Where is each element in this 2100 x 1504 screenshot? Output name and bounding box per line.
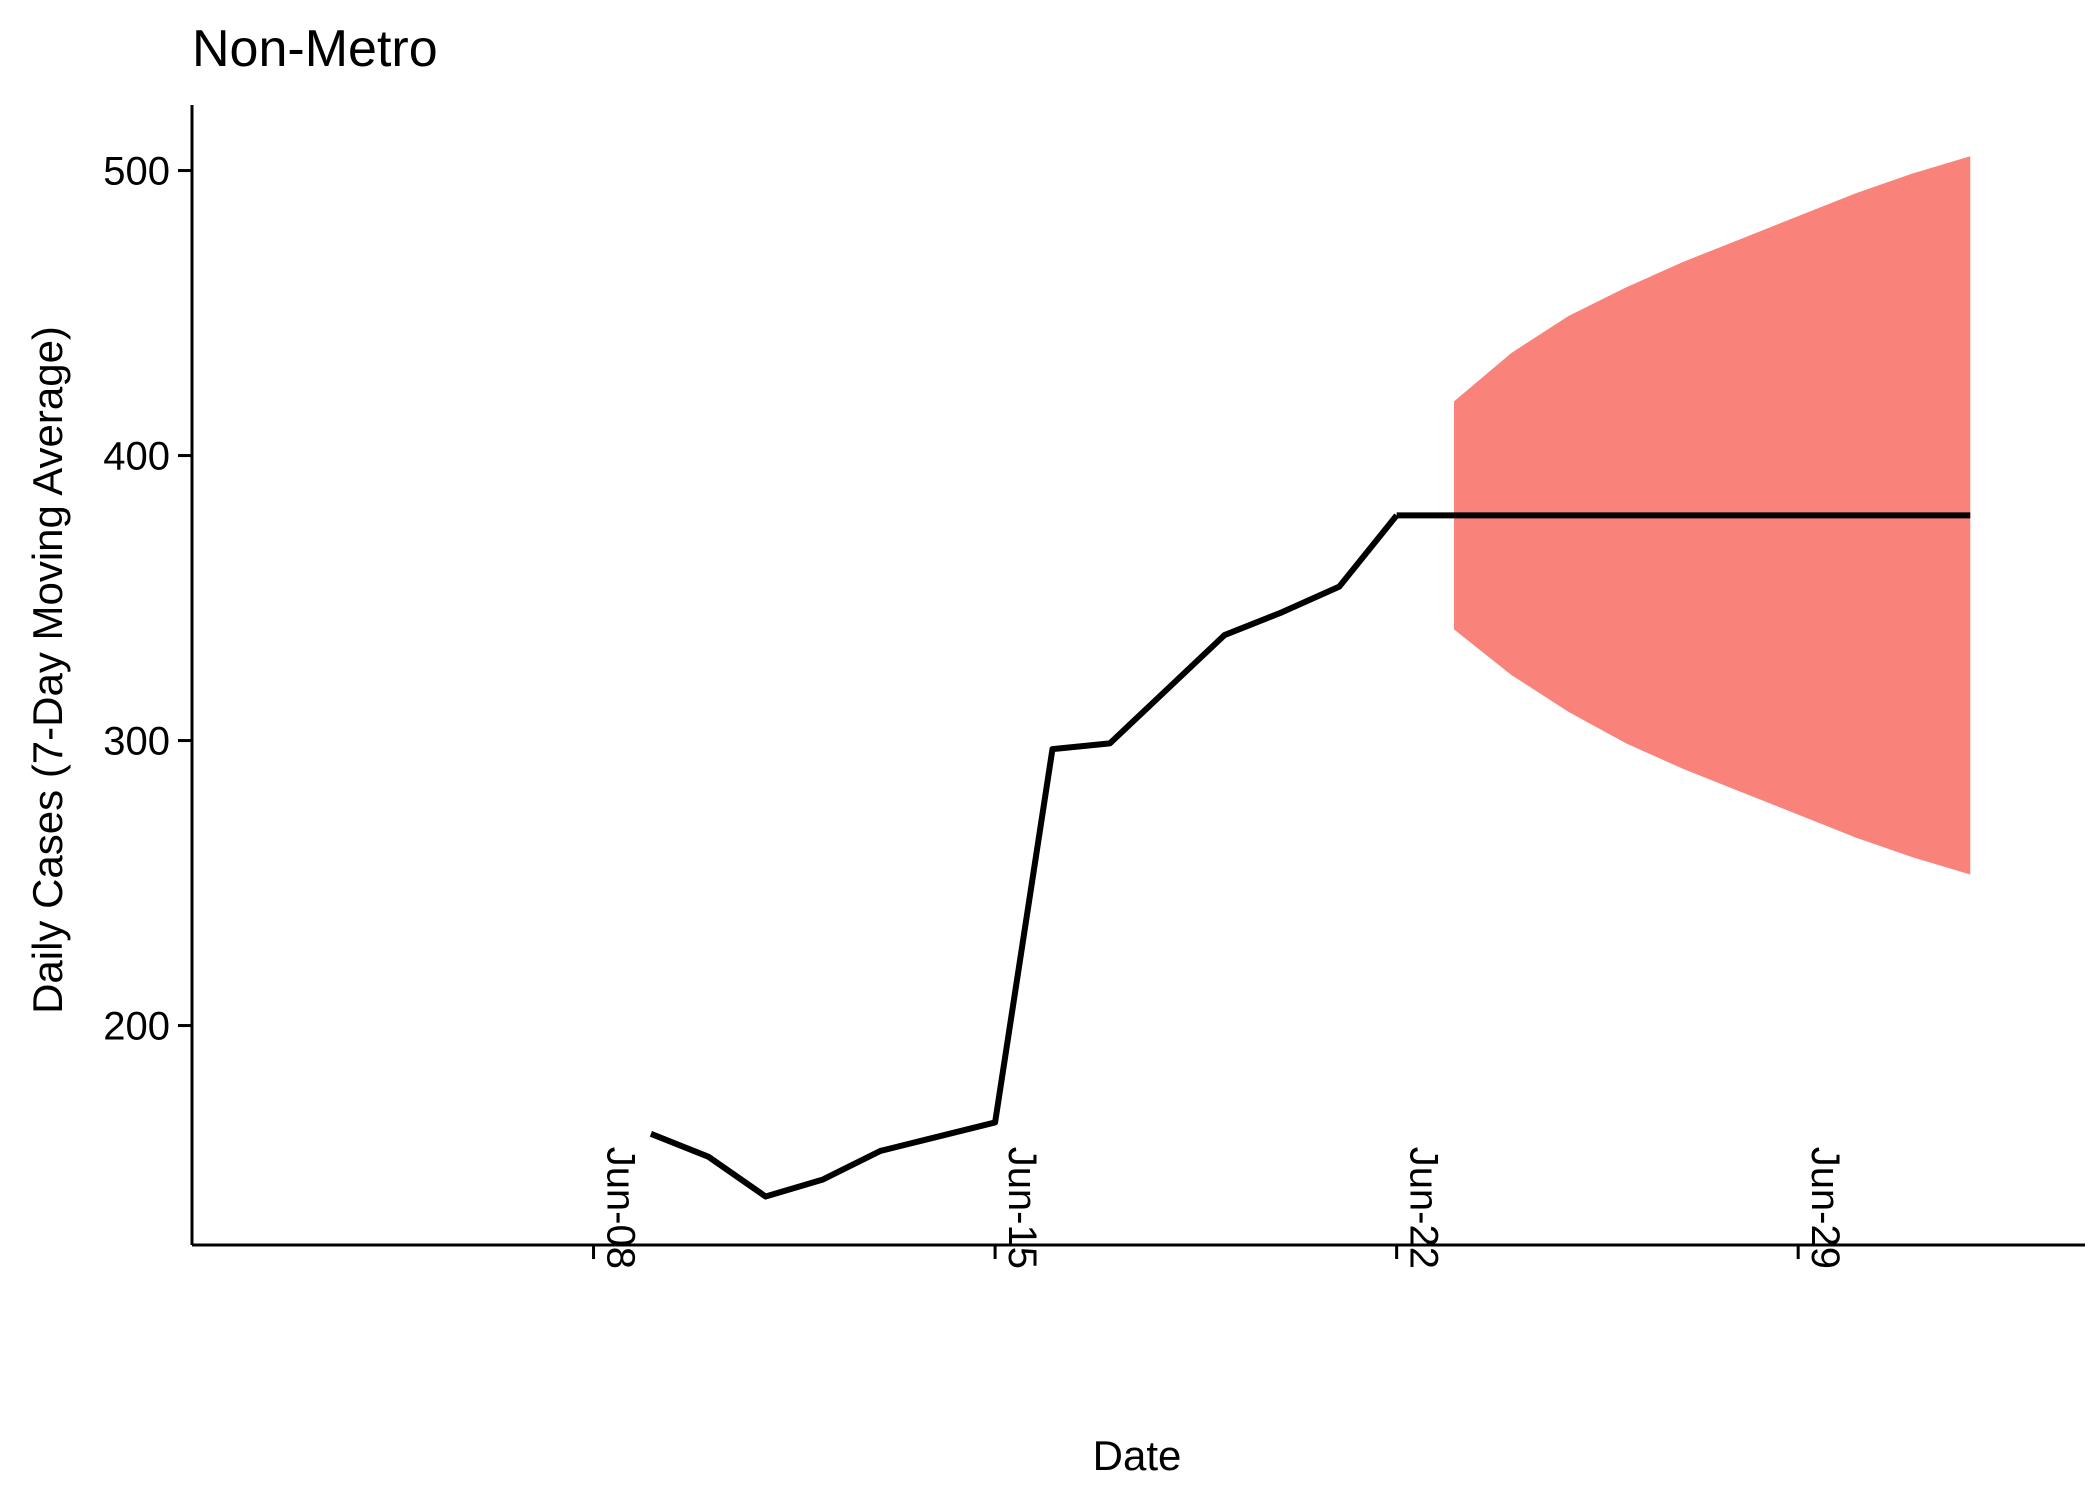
x-tick-label: Jun-22 <box>1402 1147 1446 1269</box>
axes <box>190 105 2085 1247</box>
y-axis-title: Daily Cases (7-Day Moving Average) <box>24 326 71 1014</box>
y-tick-label: 500 <box>103 150 170 194</box>
y-tick-label: 300 <box>103 720 170 764</box>
y-axis-ticks: 200 300 400 500 <box>103 150 192 1049</box>
y-tick-label: 400 <box>103 435 170 479</box>
x-axis-ticks: Jun-08 Jun-15 Jun-22 Jun-29 <box>592 1147 1847 1269</box>
x-tick-label: Jun-15 <box>1000 1147 1044 1269</box>
series-layer <box>649 512 1971 1200</box>
x-axis-title: Date <box>1093 1432 1182 1479</box>
observed-line <box>649 513 1399 1200</box>
chart-title: Non-Metro <box>192 20 438 78</box>
y-tick-label: 200 <box>103 1005 170 1049</box>
x-tick-label: Jun-08 <box>599 1147 643 1269</box>
x-tick-label: Jun-29 <box>1803 1147 1847 1269</box>
